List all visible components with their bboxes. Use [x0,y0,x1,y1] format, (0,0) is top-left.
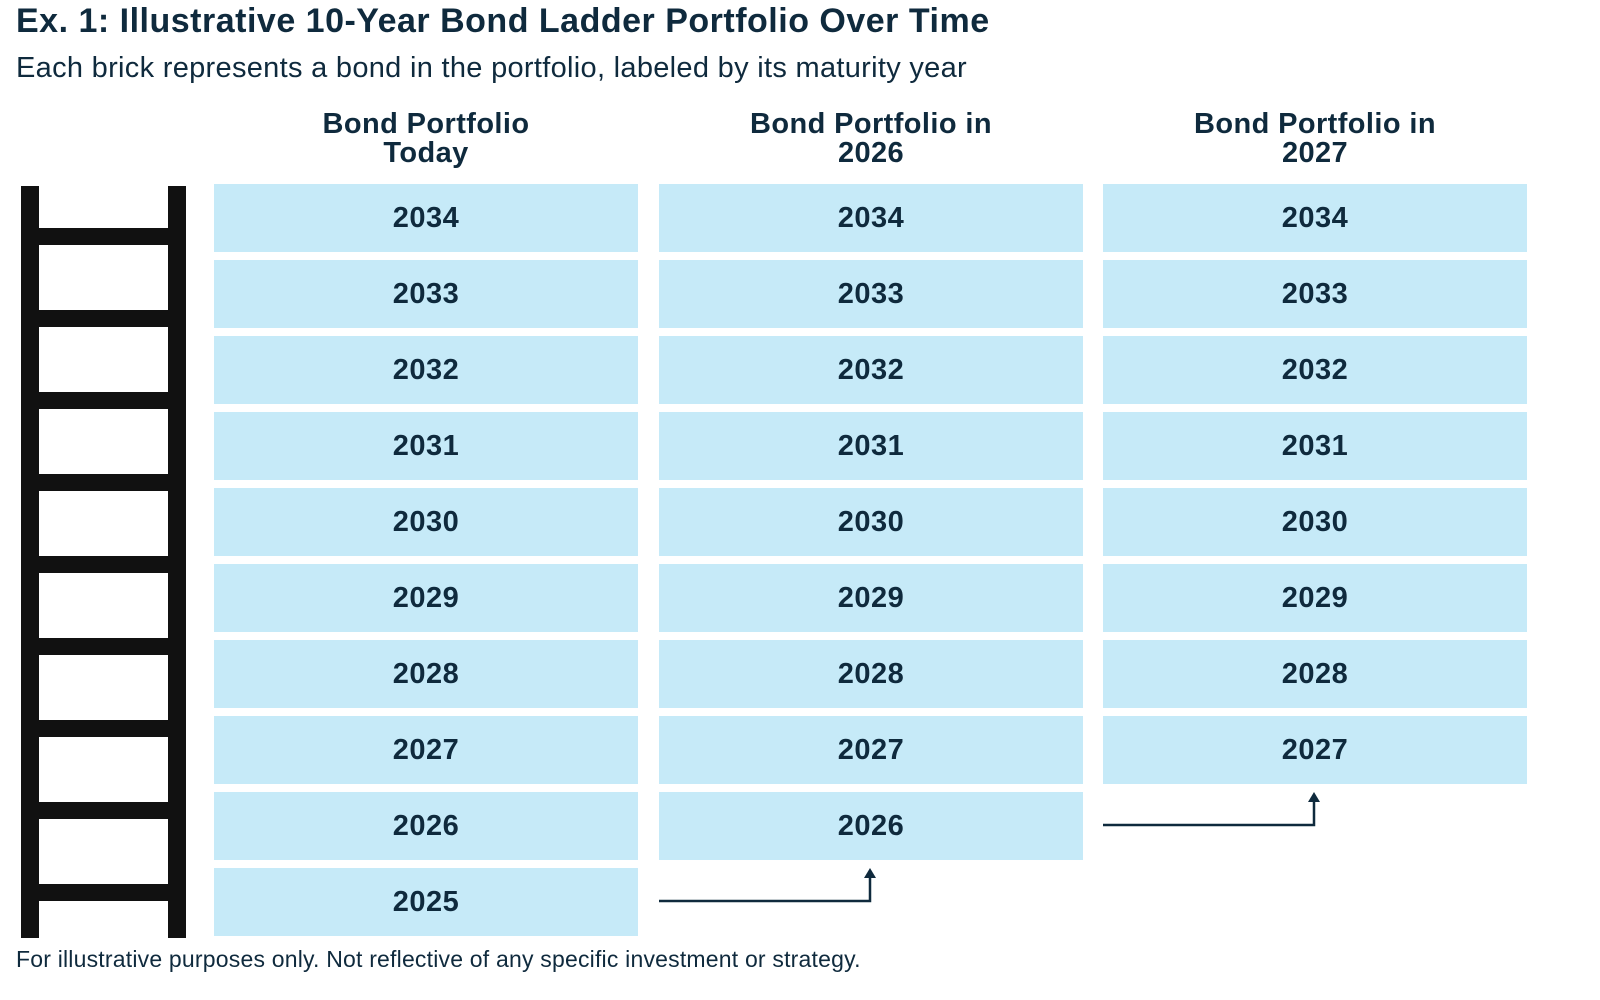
bond-brick: 2034 [659,184,1083,252]
bond-brick: 2034 [214,184,638,252]
bond-brick: 2033 [214,260,638,328]
bond-brick: 2028 [1103,640,1527,708]
arrow-up-icon [1103,792,1320,827]
bond-brick: 2028 [659,640,1083,708]
bond-brick: 2030 [1103,488,1527,556]
bond-brick: 2032 [659,336,1083,404]
bond-brick: 2028 [214,640,638,708]
column-header-2026: Bond Portfolio in 2026 [659,110,1083,172]
bond-brick: 2031 [659,412,1083,480]
bond-brick: 2030 [659,488,1083,556]
bond-brick: 2032 [214,336,638,404]
column-header-line1: Bond Portfolio in [750,108,992,140]
column-header-line1: Bond Portfolio in [1194,108,1436,140]
column-header-line2: 2026 [837,137,905,169]
bond-brick: 2027 [659,716,1083,784]
bond-brick: 2029 [659,564,1083,632]
bond-brick: 2030 [214,488,638,556]
bond-brick: 2033 [1103,260,1527,328]
bond-brick: 2031 [1103,412,1527,480]
column-header-2027: Bond Portfolio in 2027 [1103,110,1527,172]
bond-brick: 2027 [1103,716,1527,784]
arrow-up-icon [659,868,876,903]
footnote: For illustrative purposes only. Not refl… [16,946,861,972]
bond-brick: 2027 [214,716,638,784]
bond-brick: 2029 [1103,564,1527,632]
bond-brick: 2034 [1103,184,1527,252]
bond-brick: 2029 [214,564,638,632]
bond-brick: 2033 [659,260,1083,328]
column-header-today: Bond Portfolio Today [214,110,638,172]
ladder-icon [21,186,186,938]
bond-brick: 2025 [214,868,638,936]
bond-brick: 2032 [1103,336,1527,404]
bond-brick: 2031 [214,412,638,480]
column-header-line1: Bond Portfolio [322,108,530,140]
bond-brick: 2026 [214,792,638,860]
column-header-line2: Today [383,137,469,169]
figure-title: Ex. 1: Illustrative 10-Year Bond Ladder … [16,2,990,40]
figure-subtitle: Each brick represents a bond in the port… [16,52,967,84]
column-header-line2: 2027 [1281,137,1349,169]
bond-brick: 2026 [659,792,1083,860]
